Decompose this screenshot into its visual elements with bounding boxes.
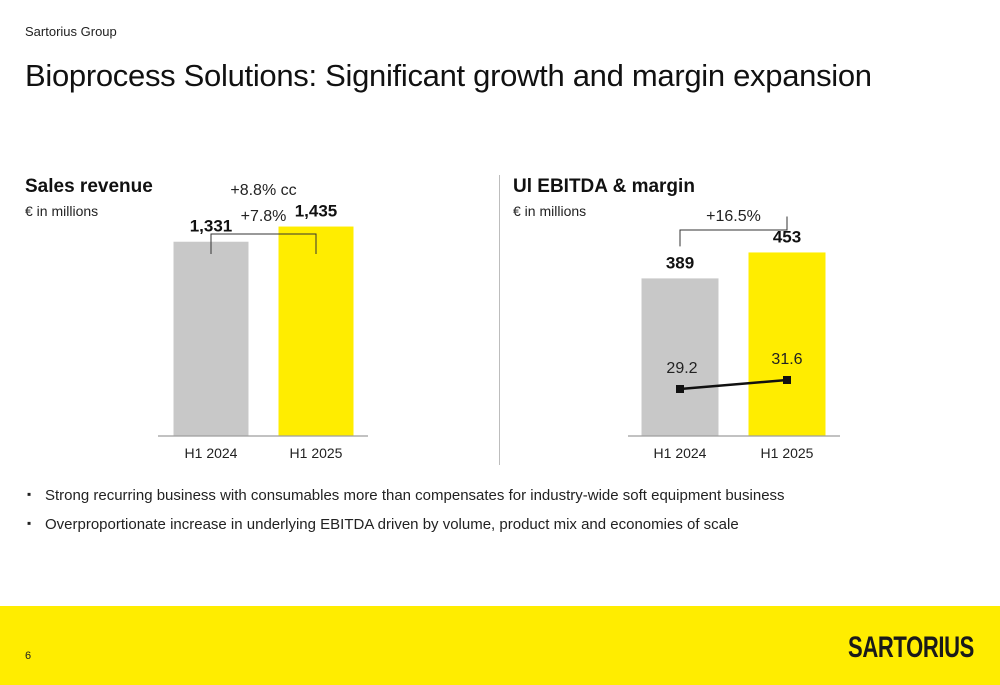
sales-chart-title: Sales revenue bbox=[25, 176, 153, 197]
bullet-marker: ▪ bbox=[27, 487, 32, 501]
growth-label: +8.8% cc bbox=[230, 182, 296, 199]
growth-bracket bbox=[679, 216, 788, 247]
bar-value-label: 453 bbox=[773, 227, 801, 246]
bar-h1-2025 bbox=[748, 252, 826, 436]
footer-band bbox=[0, 606, 1000, 685]
bar-value-label: 1,435 bbox=[295, 202, 338, 221]
charts-svg: 1,331 H1 2024 1,435 H1 2025 +8.8% cc +7.8% 389… bbox=[158, 182, 840, 461]
growth-label: +7.8% bbox=[241, 208, 287, 225]
x-tick-label: H1 2025 bbox=[290, 445, 343, 461]
bullet-item: ▪ Strong recurring business with consuma… bbox=[25, 487, 925, 504]
margin-line bbox=[679, 378, 788, 391]
ebitda-chart-title: Ul EBITDA & margin bbox=[513, 176, 695, 197]
sales-chart-unit: € in millions bbox=[25, 203, 99, 219]
bullet-text: Overproportionate increase in underlying… bbox=[45, 516, 739, 533]
x-tick-label: H1 2024 bbox=[185, 445, 238, 461]
bar-h1-2024 bbox=[641, 278, 719, 436]
svg-text:SARTORIUS: SARTORIUS bbox=[848, 631, 974, 664]
bar-value-label: 389 bbox=[666, 253, 694, 272]
chart-divider bbox=[499, 175, 500, 465]
ebitda-chart-unit: € in millions bbox=[513, 203, 587, 219]
bullet-marker: ▪ bbox=[27, 516, 32, 530]
x-tick-label: H1 2024 bbox=[654, 445, 707, 461]
slide-title: Bioprocess Solutions: Significant growth… bbox=[25, 58, 872, 93]
margin-label: 29.2 bbox=[666, 360, 697, 377]
margin-label: 31.6 bbox=[771, 351, 802, 368]
company-name: Sartorius Group bbox=[25, 24, 117, 39]
page-number: 6 bbox=[25, 650, 32, 662]
sartorius-logo: SARTORIUS bbox=[848, 626, 978, 671]
bullet-item: ▪ Overproportionate increase in underlyi… bbox=[25, 516, 925, 533]
margin-point bbox=[783, 376, 791, 384]
bar-h1-2024 bbox=[173, 241, 249, 436]
growth-label: +16.5% bbox=[706, 208, 761, 225]
x-tick-label: H1 2025 bbox=[761, 445, 814, 461]
bar-value-label: 1,331 bbox=[190, 217, 233, 236]
bullet-list: ▪ Strong recurring business with consuma… bbox=[25, 487, 925, 545]
growth-bracket bbox=[210, 233, 317, 254]
logo-wordmark: SARTORIUS bbox=[848, 631, 975, 664]
bullet-text: Strong recurring business with consumabl… bbox=[45, 487, 785, 504]
margin-point bbox=[676, 385, 684, 393]
bar-h1-2025 bbox=[278, 226, 354, 436]
